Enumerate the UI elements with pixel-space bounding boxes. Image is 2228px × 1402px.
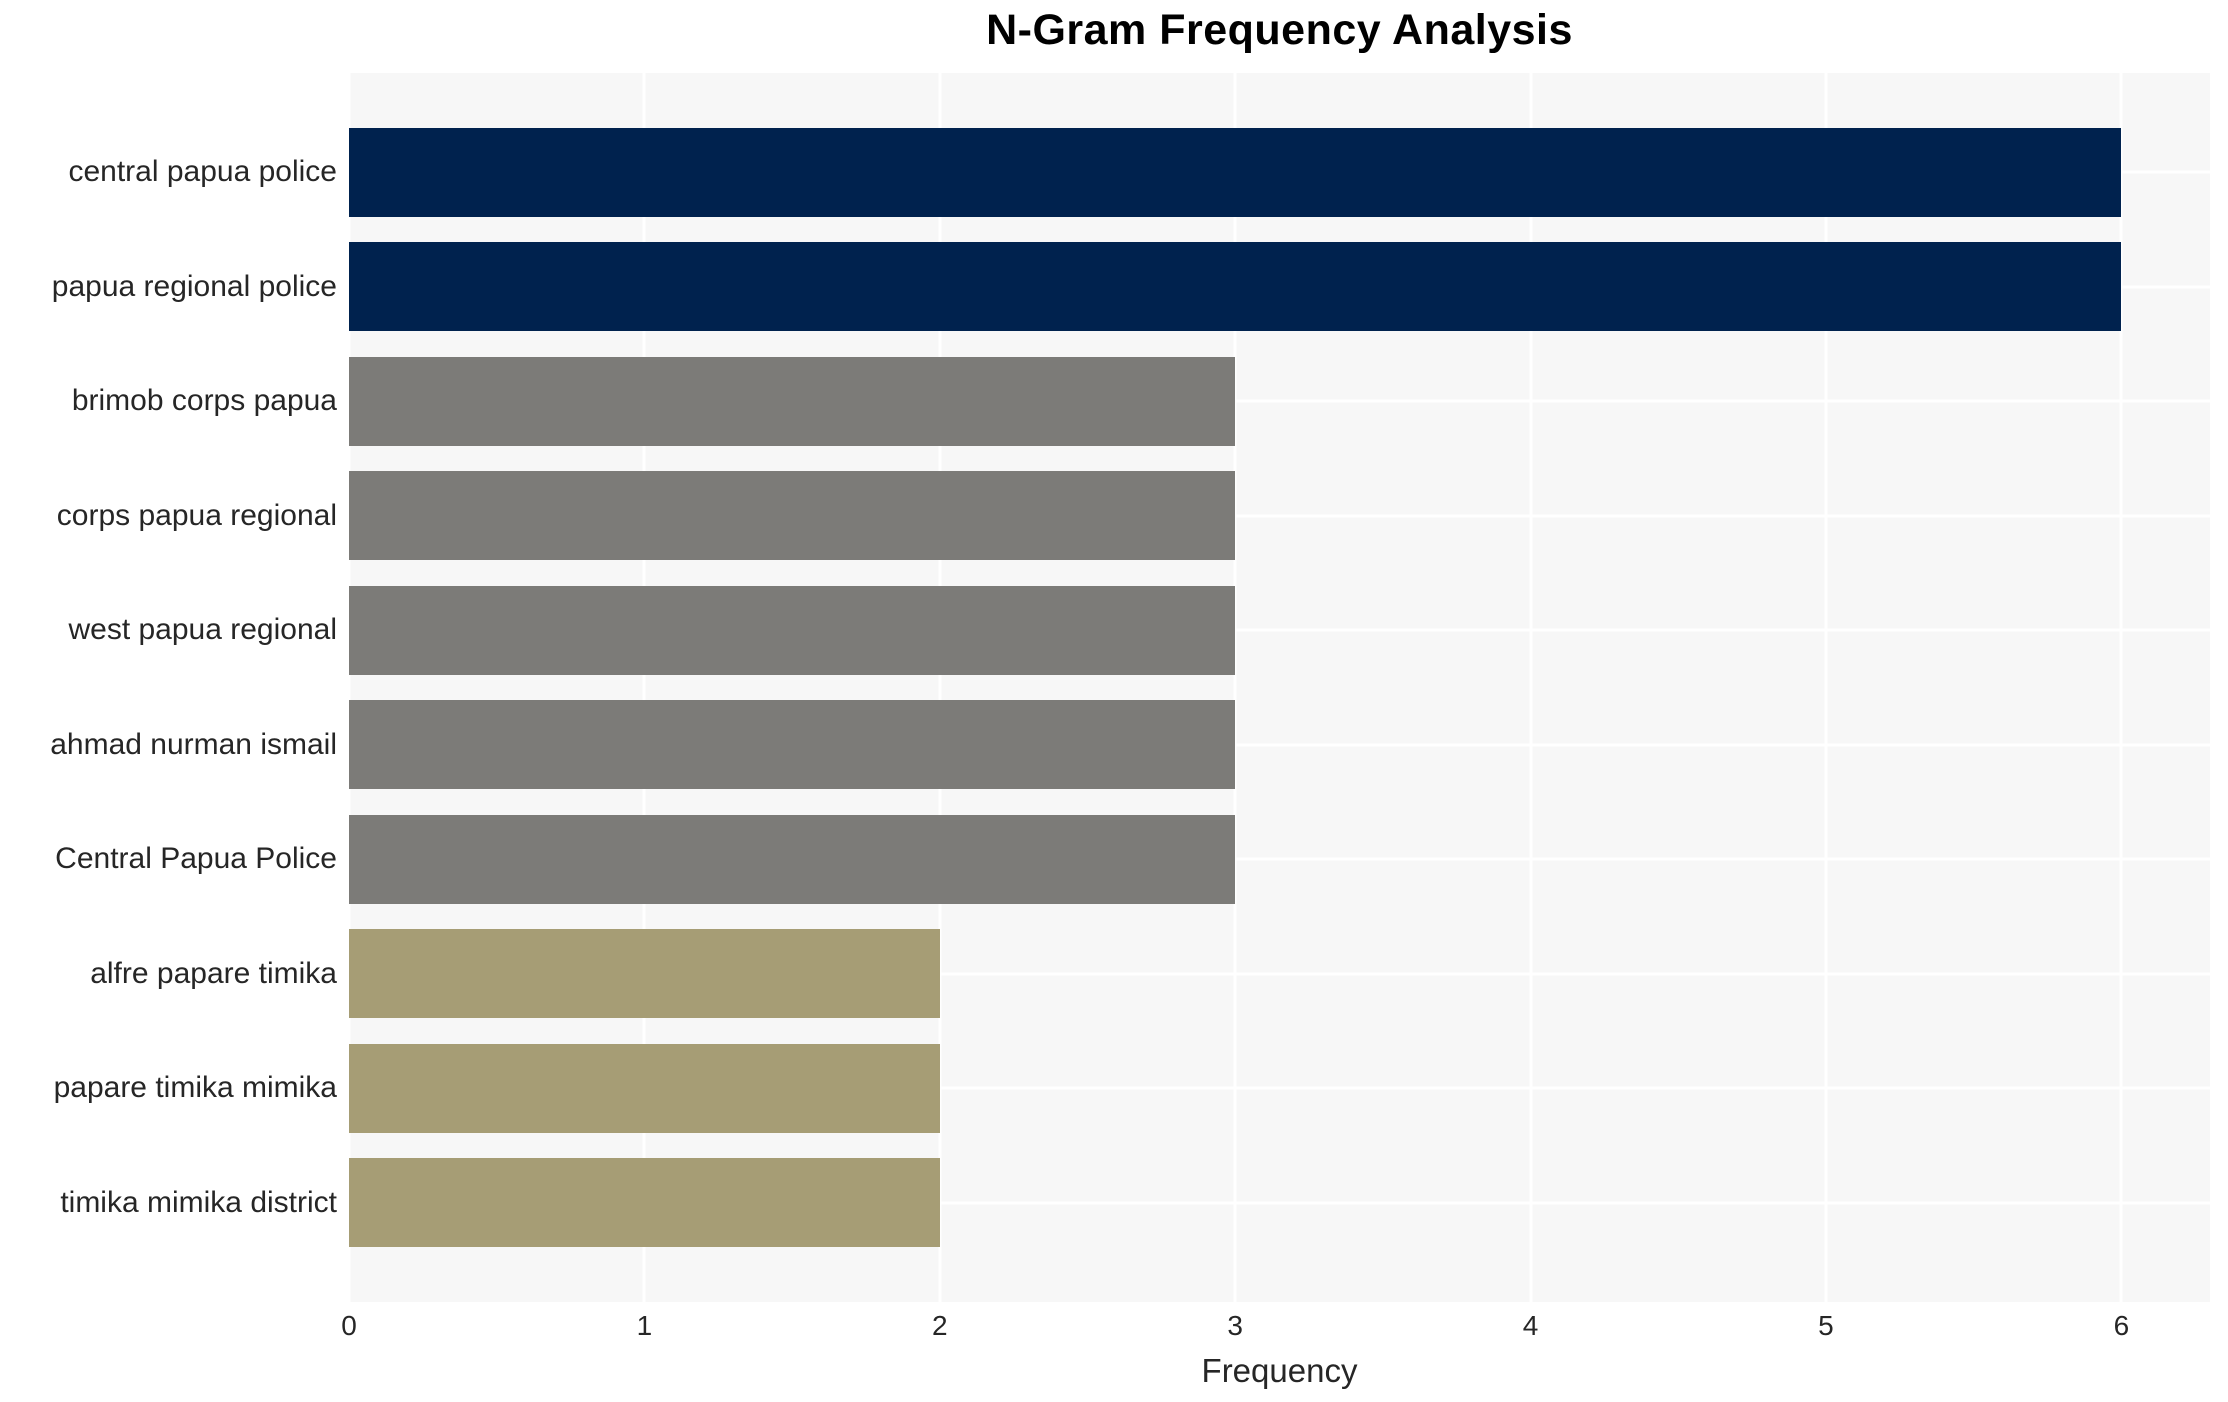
y-tick-label: ahmad nurman ismail (50, 727, 337, 761)
vertical-gridline (1529, 73, 1533, 1302)
bar (349, 585, 1236, 675)
horizontal-gridline (349, 857, 2210, 861)
y-tick-label: west papua regional (68, 613, 337, 647)
bar (349, 356, 1236, 446)
horizontal-gridline (349, 1086, 2210, 1090)
y-tick-label: timika mimika district (60, 1185, 337, 1219)
bar (349, 700, 1236, 790)
x-axis-title: Frequency (1201, 1352, 1358, 1389)
x-tick-label: 5 (1818, 1310, 1834, 1341)
vertical-gridline (642, 73, 646, 1302)
chart-title: N-Gram Frequency Analysis (986, 6, 1573, 54)
x-tick-label: 2 (931, 1310, 948, 1341)
horizontal-gridline (349, 1201, 2210, 1205)
y-tick-label: papua regional police (51, 269, 337, 303)
x-tick-label: 1 (636, 1310, 653, 1341)
y-tick-label: Central Papua Police (55, 842, 337, 876)
vertical-gridline (1824, 73, 1828, 1302)
y-tick-label: corps papua regional (56, 498, 337, 532)
bar (349, 242, 2122, 332)
y-axis-labels: central papua police papua regional polic… (0, 73, 337, 1302)
x-tick-label: 6 (2113, 1310, 2130, 1341)
x-axis-ticks: 0 1 2 3 4 5 6 (341, 1310, 2210, 1350)
bar (349, 814, 1236, 904)
bar (349, 929, 940, 1019)
plot-area (347, 73, 2210, 1302)
bar (349, 471, 1236, 561)
vertical-gridline (1233, 73, 1237, 1302)
horizontal-gridline (349, 514, 2210, 518)
vertical-gridline (938, 73, 942, 1302)
vertical-gridline (347, 73, 351, 1302)
vertical-gridline (2119, 73, 2123, 1302)
x-tick-label: 4 (1522, 1310, 1539, 1341)
bar (349, 127, 2122, 217)
y-tick-label: alfre papare timika (90, 956, 337, 990)
bar (349, 1043, 940, 1133)
horizontal-gridline (349, 628, 2210, 632)
y-tick-label: papare timika mimika (53, 1071, 337, 1105)
x-tick-label: 3 (1227, 1310, 1243, 1341)
y-tick-label: brimob corps papua (71, 384, 337, 418)
horizontal-gridline (349, 743, 2210, 747)
x-tick-label: 0 (341, 1310, 357, 1341)
horizontal-gridline (349, 399, 2210, 403)
y-tick-label: central papua police (68, 155, 337, 189)
bar (349, 1158, 940, 1248)
horizontal-gridline (349, 972, 2210, 976)
